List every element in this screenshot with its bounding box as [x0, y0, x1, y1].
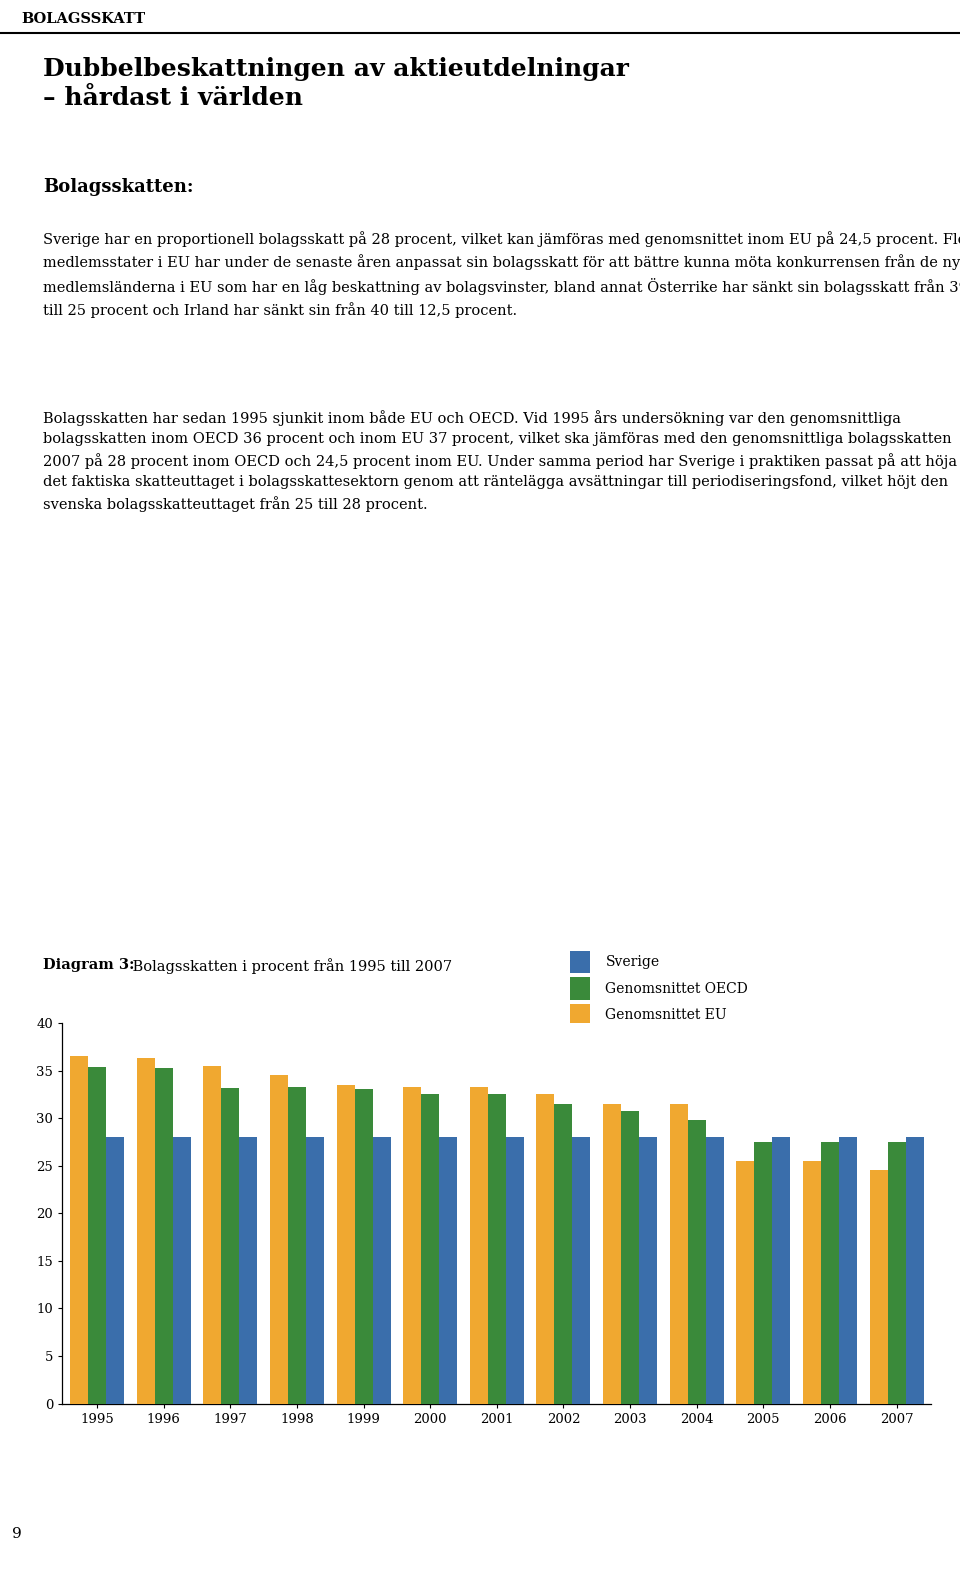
- Bar: [488, 1094, 506, 1404]
- Bar: [372, 1137, 391, 1404]
- Bar: [469, 1086, 488, 1404]
- Bar: [439, 1137, 457, 1404]
- Bar: [870, 1170, 888, 1404]
- Bar: [136, 1058, 155, 1404]
- Text: Dubbelbeskattningen av aktieutdelningar
– hårdast i världen: Dubbelbeskattningen av aktieutdelningar …: [43, 57, 629, 111]
- Text: Diagram 3:: Diagram 3:: [43, 958, 134, 972]
- Bar: [839, 1137, 857, 1404]
- Bar: [239, 1137, 257, 1404]
- Bar: [570, 1004, 589, 1026]
- Text: Sverige har en proportionell bolagsskatt på 28 procent, vilket kan jämföras med : Sverige har en proportionell bolagsskatt…: [43, 232, 960, 317]
- Bar: [403, 1086, 421, 1404]
- Bar: [821, 1142, 839, 1404]
- Bar: [570, 950, 589, 974]
- Bar: [506, 1137, 524, 1404]
- Bar: [155, 1067, 173, 1404]
- Bar: [888, 1142, 905, 1404]
- Bar: [603, 1104, 621, 1404]
- Bar: [736, 1161, 755, 1404]
- Bar: [70, 1056, 88, 1404]
- Bar: [421, 1094, 439, 1404]
- Bar: [337, 1085, 354, 1404]
- Bar: [354, 1088, 372, 1404]
- Bar: [670, 1104, 687, 1404]
- Bar: [905, 1137, 924, 1404]
- Bar: [639, 1137, 657, 1404]
- Bar: [222, 1088, 239, 1404]
- Bar: [270, 1075, 288, 1404]
- Text: Sverige: Sverige: [606, 955, 660, 969]
- Bar: [570, 977, 589, 1001]
- Bar: [687, 1120, 706, 1404]
- Bar: [706, 1137, 724, 1404]
- Bar: [621, 1112, 639, 1404]
- Text: Bolagsskatten i procent från 1995 till 2007: Bolagsskatten i procent från 1995 till 2…: [129, 958, 452, 974]
- Text: BOLAGSSKATT: BOLAGSSKATT: [21, 13, 145, 27]
- Text: 9: 9: [12, 1527, 21, 1542]
- Bar: [803, 1161, 821, 1404]
- Bar: [572, 1137, 590, 1404]
- Bar: [288, 1086, 306, 1404]
- Text: Bolagsskatten:: Bolagsskatten:: [43, 178, 194, 195]
- Bar: [555, 1104, 572, 1404]
- Bar: [772, 1137, 790, 1404]
- Bar: [537, 1094, 555, 1404]
- Text: Genomsnittet EU: Genomsnittet EU: [606, 1009, 727, 1023]
- Bar: [306, 1137, 324, 1404]
- Text: Genomsnittet OECD: Genomsnittet OECD: [606, 982, 748, 996]
- Bar: [173, 1137, 191, 1404]
- Bar: [88, 1067, 106, 1404]
- Bar: [106, 1137, 124, 1404]
- Bar: [204, 1066, 222, 1404]
- Bar: [755, 1142, 772, 1404]
- Text: Bolagsskatten har sedan 1995 sjunkit inom både EU och OECD. Vid 1995 års undersö: Bolagsskatten har sedan 1995 sjunkit ino…: [43, 411, 957, 512]
